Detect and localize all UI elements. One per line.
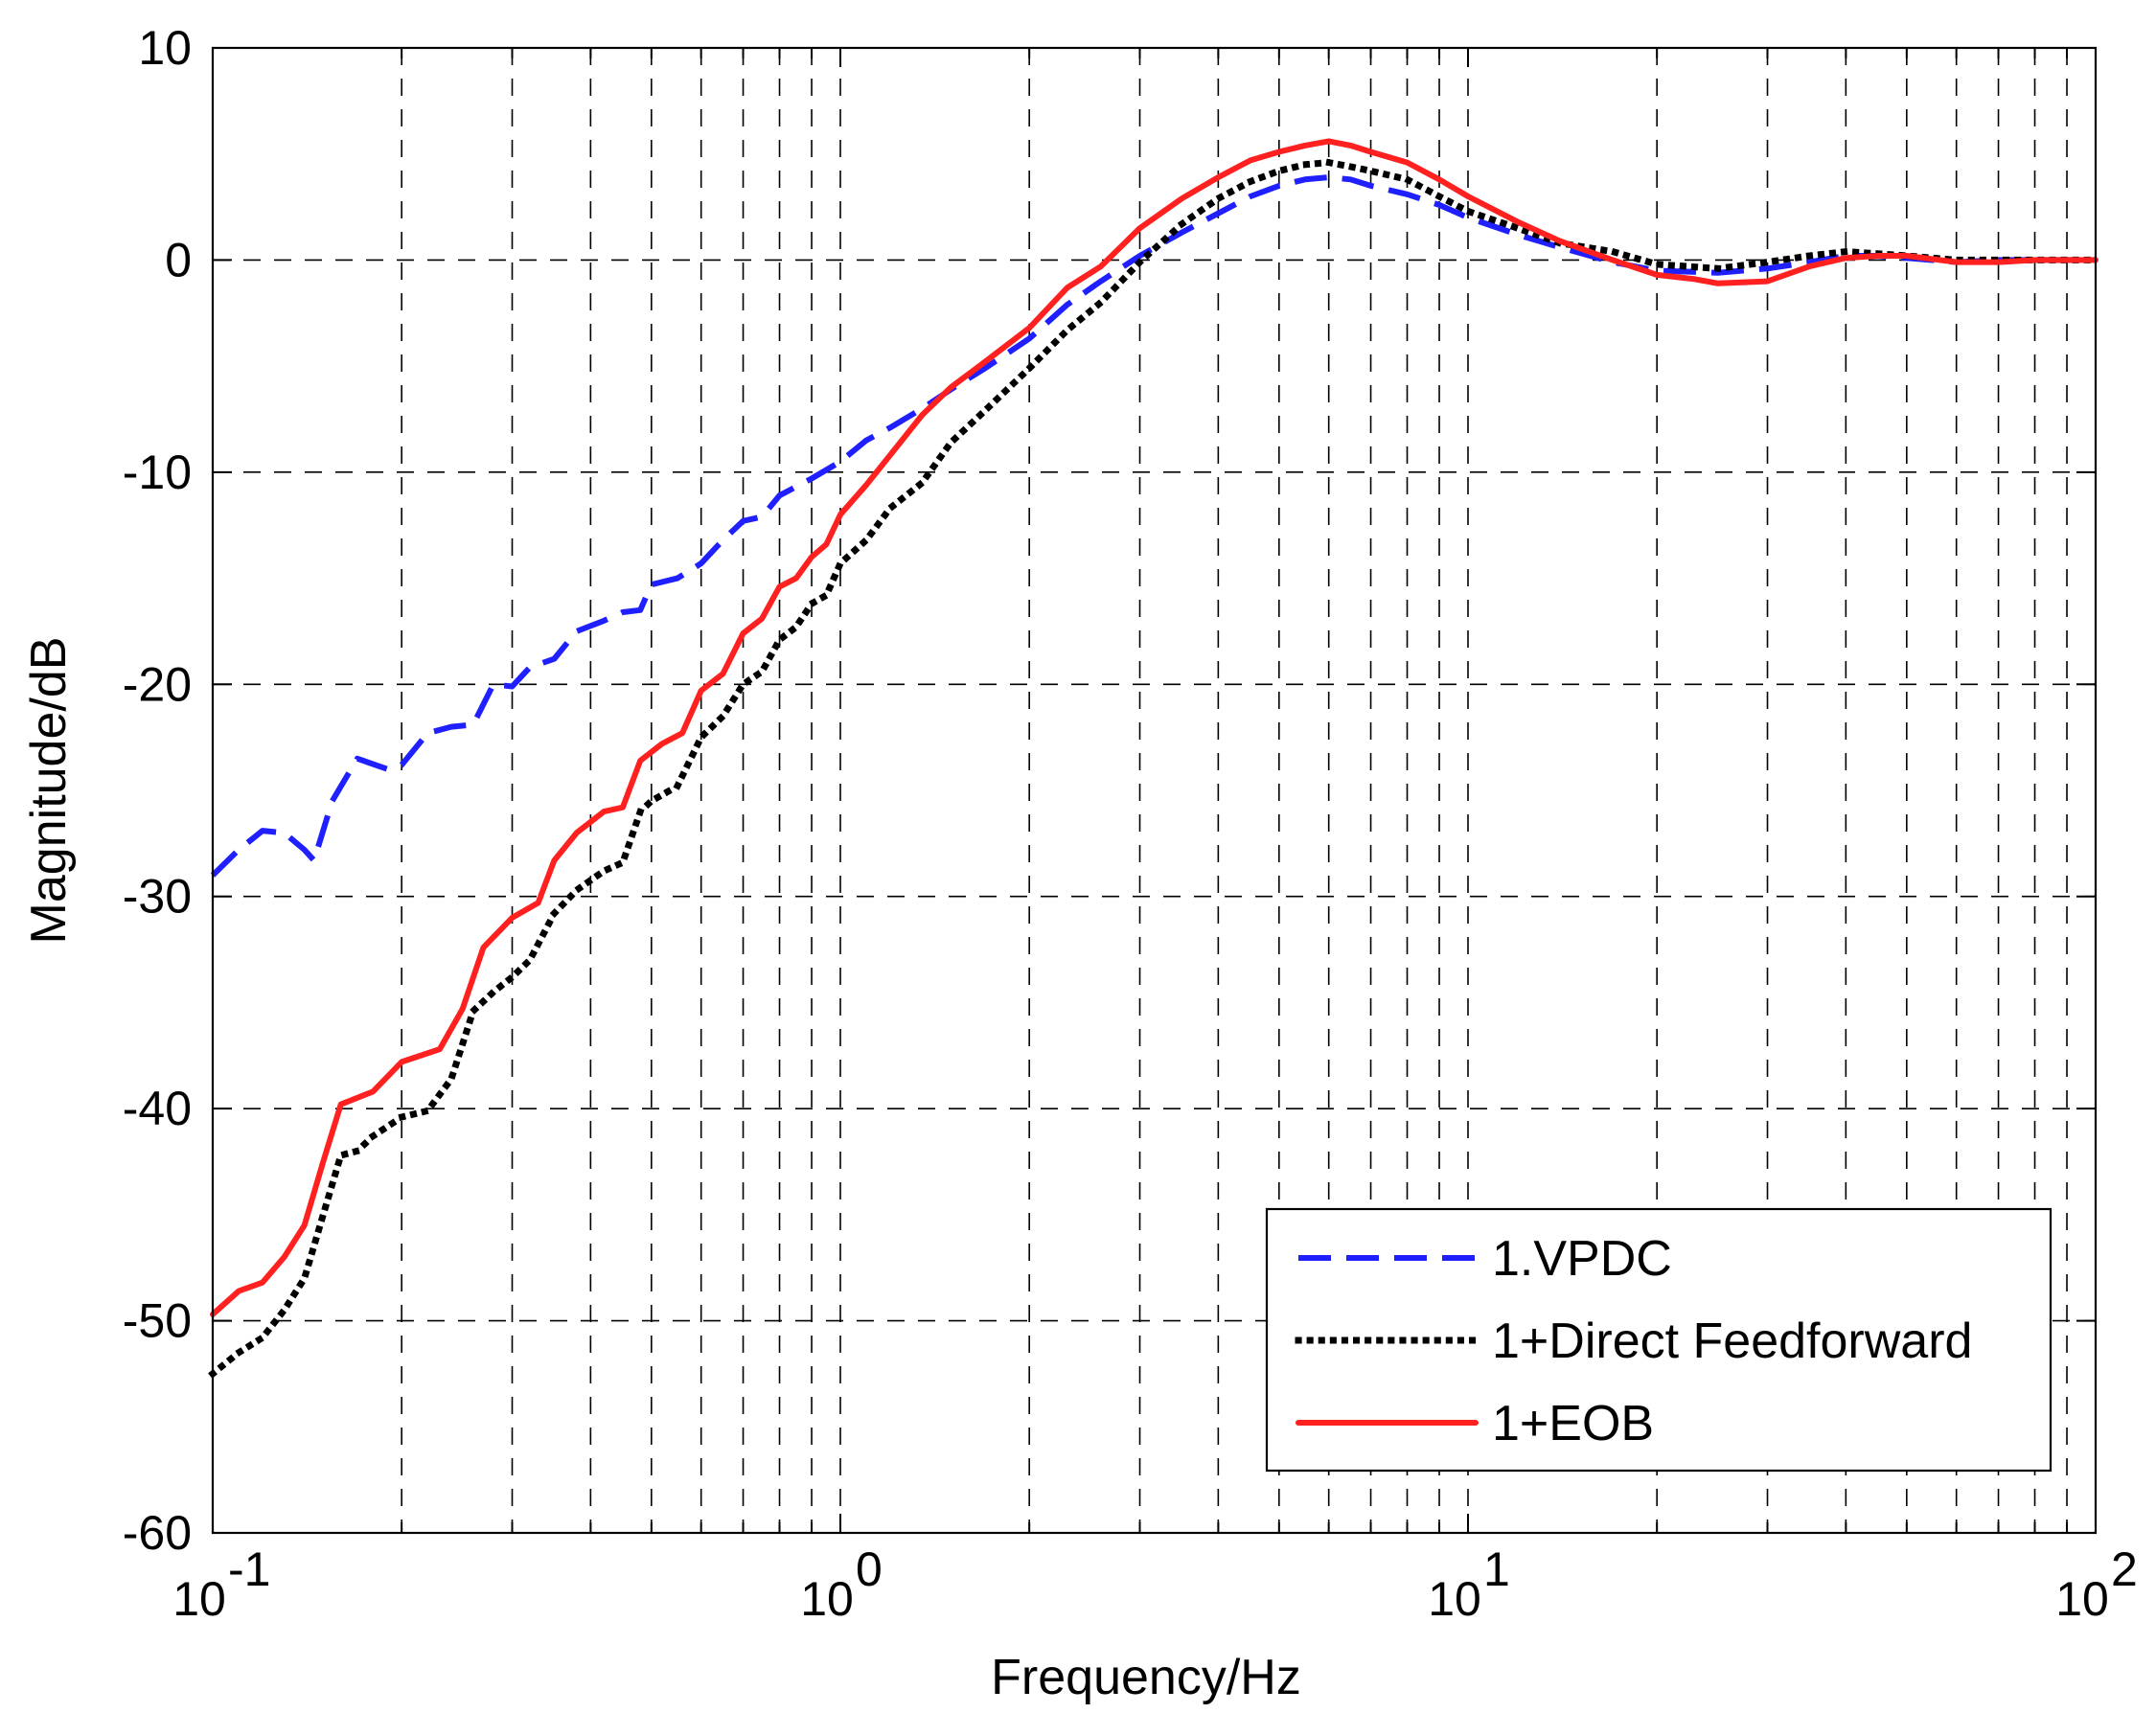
plot-frame (211, 46, 2098, 1535)
legend-entries: 1.VPDC 1+Direct Feedforward 1+EOB (1295, 1231, 1972, 1451)
data-series (208, 138, 2099, 1379)
x-tick-exponent: 1 (1483, 1542, 1510, 1596)
x-tick-label: 10 (2055, 1572, 2109, 1626)
x-tick-exponent: -1 (228, 1542, 270, 1596)
legend: 1.VPDC 1+Direct Feedforward 1+EOB (1265, 1207, 2053, 1473)
y-tick-label: -50 (123, 1294, 192, 1348)
legend-label-1: 1.VPDC (1492, 1231, 1672, 1287)
y-tick-label: -30 (123, 870, 192, 924)
y-tick-label: -60 (123, 1506, 192, 1560)
y-tick-labels: 10 0 -10 -20 -30 -40 -50 -60 (123, 21, 192, 1560)
x-axis-title: Frequency/Hz (991, 1650, 1301, 1705)
y-tick-label: -40 (123, 1082, 192, 1135)
y-tick-label: 0 (165, 233, 192, 286)
y-tick-label: -10 (123, 445, 192, 499)
x-tick-label: 10 (1428, 1572, 1481, 1626)
x-tick-label: 10 (800, 1572, 854, 1626)
legend-label-3: 1+EOB (1492, 1396, 1654, 1451)
x-tick-exponent: 2 (2111, 1542, 2138, 1596)
legend-label-2: 1+Direct Feedforward (1492, 1313, 1972, 1369)
x-tick-exponent: 0 (856, 1542, 883, 1596)
x-tick-label: 10 (172, 1572, 226, 1626)
y-tick-label: 10 (138, 21, 192, 75)
legend-box (1265, 1207, 2053, 1473)
series-line-3 (210, 138, 2099, 1317)
y-tick-label: -20 (123, 657, 192, 711)
series-line-2 (208, 159, 2099, 1379)
y-axis-title: Magnitude/dB (21, 637, 77, 945)
